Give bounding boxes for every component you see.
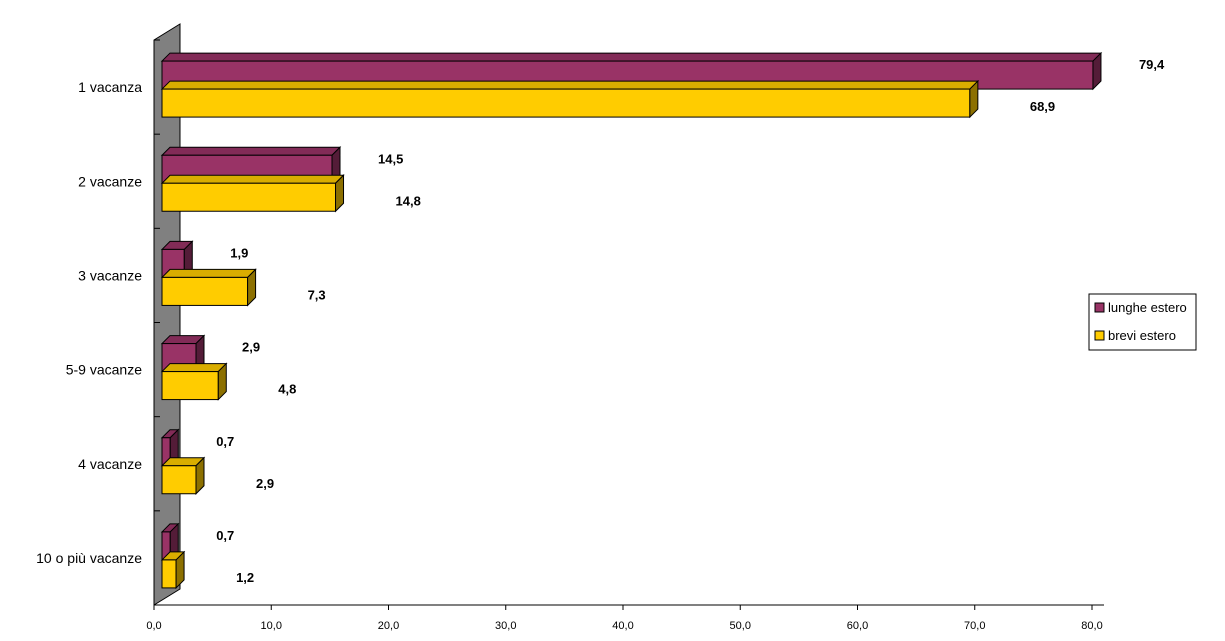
category-label: 2 vacanze xyxy=(78,173,142,189)
bar-side-face xyxy=(247,268,257,307)
legend-swatch xyxy=(1094,330,1105,341)
x-tick-label: 40,0 xyxy=(612,620,633,632)
bar-side-face xyxy=(175,550,185,590)
data-label: 14,5 xyxy=(378,151,403,166)
bar-side-face xyxy=(217,362,227,401)
x-tick-label: 0,0 xyxy=(146,620,161,632)
legend: lunghe estero brevi estero xyxy=(1088,293,1197,351)
bar-side-face xyxy=(335,174,345,213)
data-label: 1,2 xyxy=(236,570,254,585)
data-label: 14,8 xyxy=(396,193,421,208)
data-label: 0,7 xyxy=(216,528,234,543)
x-tick-label: 80,0 xyxy=(1081,620,1102,632)
bar-brevi xyxy=(161,465,197,495)
x-tick-label: 10,0 xyxy=(261,620,282,632)
data-label: 1,9 xyxy=(230,245,248,260)
chart-axes: 0,0 10,0 20,0 30,0 40,0 50,0 60,0 70,0 80,0 xyxy=(146,39,1104,632)
bar-top-face xyxy=(160,268,257,278)
data-label: 7,3 xyxy=(308,287,326,302)
chart-bars xyxy=(160,51,1103,590)
legend-box xyxy=(1088,293,1197,351)
chart-labels: 1 vacanza 2 vacanze 3 vacanze 5-9 vacanze 4 … xyxy=(36,57,1165,585)
bar-side-face xyxy=(195,456,205,495)
bar-brevi xyxy=(161,182,337,212)
data-label: 68,9 xyxy=(1030,99,1055,114)
x-tick-label: 20,0 xyxy=(378,620,399,632)
x-tick-label: 50,0 xyxy=(730,620,751,632)
bar-side-face xyxy=(1092,51,1102,91)
legend-label: lunghe estero xyxy=(1108,300,1187,315)
bar-brevi xyxy=(161,276,249,306)
bar-brevi xyxy=(161,559,177,589)
data-label: 2,9 xyxy=(242,340,260,355)
bar-side-face xyxy=(969,79,979,119)
category-label: 10 o più vacanze xyxy=(36,550,142,566)
bar-top-face xyxy=(160,80,980,90)
legend-label: brevi estero xyxy=(1108,328,1176,343)
x-tick-label: 70,0 xyxy=(964,620,985,632)
bar-top-face xyxy=(160,146,342,156)
data-label: 4,8 xyxy=(278,382,296,397)
data-label: 2,9 xyxy=(256,476,274,491)
bar-brevi xyxy=(161,371,219,401)
bar-top-face xyxy=(160,363,228,373)
x-tick-label: 60,0 xyxy=(847,620,868,632)
bar-brevi xyxy=(161,88,971,118)
legend-swatch xyxy=(1094,302,1105,313)
category-label: 1 vacanza xyxy=(78,79,142,95)
data-label: 0,7 xyxy=(216,434,234,449)
bar-top-face xyxy=(160,52,1103,62)
category-label: 5-9 vacanze xyxy=(66,362,142,378)
category-label: 3 vacanze xyxy=(78,267,142,283)
data-label: 79,4 xyxy=(1139,57,1165,72)
category-label: 4 vacanze xyxy=(78,456,142,472)
bar-top-face xyxy=(160,174,345,184)
x-tick-label: 30,0 xyxy=(495,620,516,632)
